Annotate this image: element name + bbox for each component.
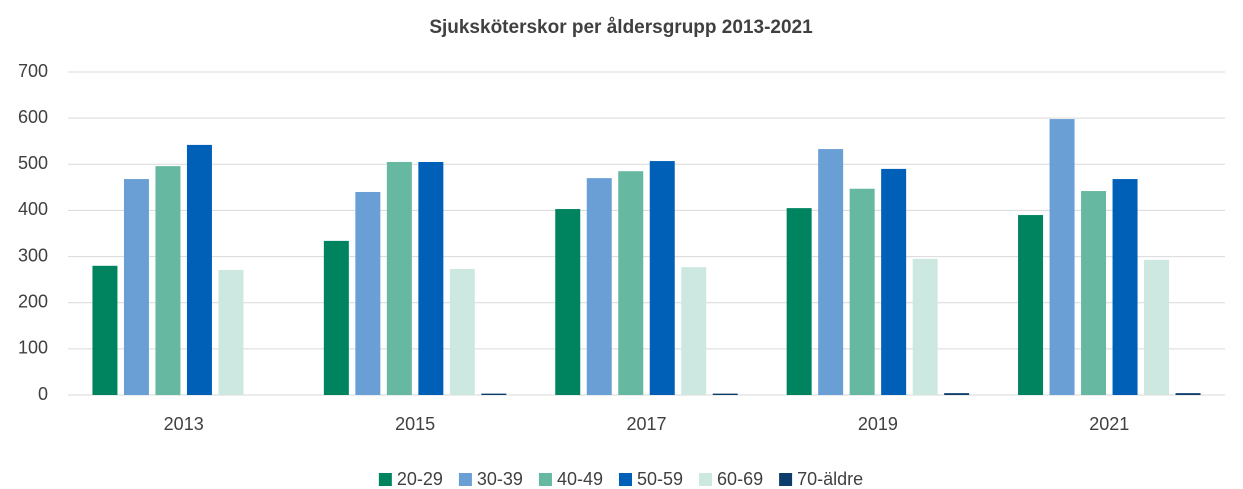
bar <box>123 179 149 395</box>
legend-label: 20-29 <box>397 469 443 489</box>
bar <box>386 161 412 395</box>
y-tick-label: 700 <box>18 61 48 81</box>
bar <box>155 166 181 395</box>
bar <box>618 171 644 395</box>
x-tick-label: 2021 <box>1089 414 1129 434</box>
bar <box>912 258 938 395</box>
bar <box>818 149 844 395</box>
legend-label: 40-49 <box>557 469 603 489</box>
y-tick-label: 200 <box>18 291 48 311</box>
bar <box>186 144 212 395</box>
y-tick-label: 500 <box>18 153 48 173</box>
chart-title: Sjuksköterskor per åldersgrupp 2013-2021 <box>429 17 813 38</box>
legend-swatch <box>699 473 713 486</box>
bar <box>712 393 738 395</box>
y-tick-label: 600 <box>18 107 48 127</box>
bar <box>355 191 381 395</box>
bar <box>1112 179 1138 395</box>
bar <box>849 188 875 395</box>
bar <box>92 265 118 395</box>
y-tick-label: 400 <box>18 199 48 219</box>
bar <box>649 161 675 395</box>
y-tick-label: 0 <box>38 384 48 404</box>
bar <box>323 240 349 395</box>
bar <box>1144 259 1170 395</box>
legend-swatch <box>378 473 392 486</box>
bar <box>555 209 581 395</box>
x-tick-label: 2015 <box>395 414 435 434</box>
legend-swatch <box>458 473 472 486</box>
bar <box>1175 393 1201 395</box>
bar <box>586 178 612 395</box>
bar <box>881 168 907 395</box>
bar <box>1049 119 1075 396</box>
bar <box>681 267 707 395</box>
bar <box>1081 191 1107 395</box>
x-tick-label: 2013 <box>164 414 204 434</box>
legend-label: 70-äldre <box>797 469 863 489</box>
legend-swatch <box>538 473 552 486</box>
x-tick-label: 2017 <box>626 414 666 434</box>
bar <box>944 393 970 395</box>
y-tick-label: 100 <box>18 338 48 358</box>
bar <box>218 269 244 395</box>
legend-label: 30-39 <box>477 469 523 489</box>
bar <box>418 161 444 395</box>
y-tick-label: 300 <box>18 245 48 265</box>
legend-swatch <box>619 473 632 486</box>
bar <box>449 269 475 395</box>
legend-label: 60-69 <box>717 469 763 489</box>
bar <box>1018 215 1044 395</box>
legend-swatch <box>779 473 793 486</box>
bar <box>481 393 507 395</box>
legend-label: 50-59 <box>637 469 683 489</box>
x-tick-label: 2019 <box>858 414 898 434</box>
bar <box>786 208 812 395</box>
